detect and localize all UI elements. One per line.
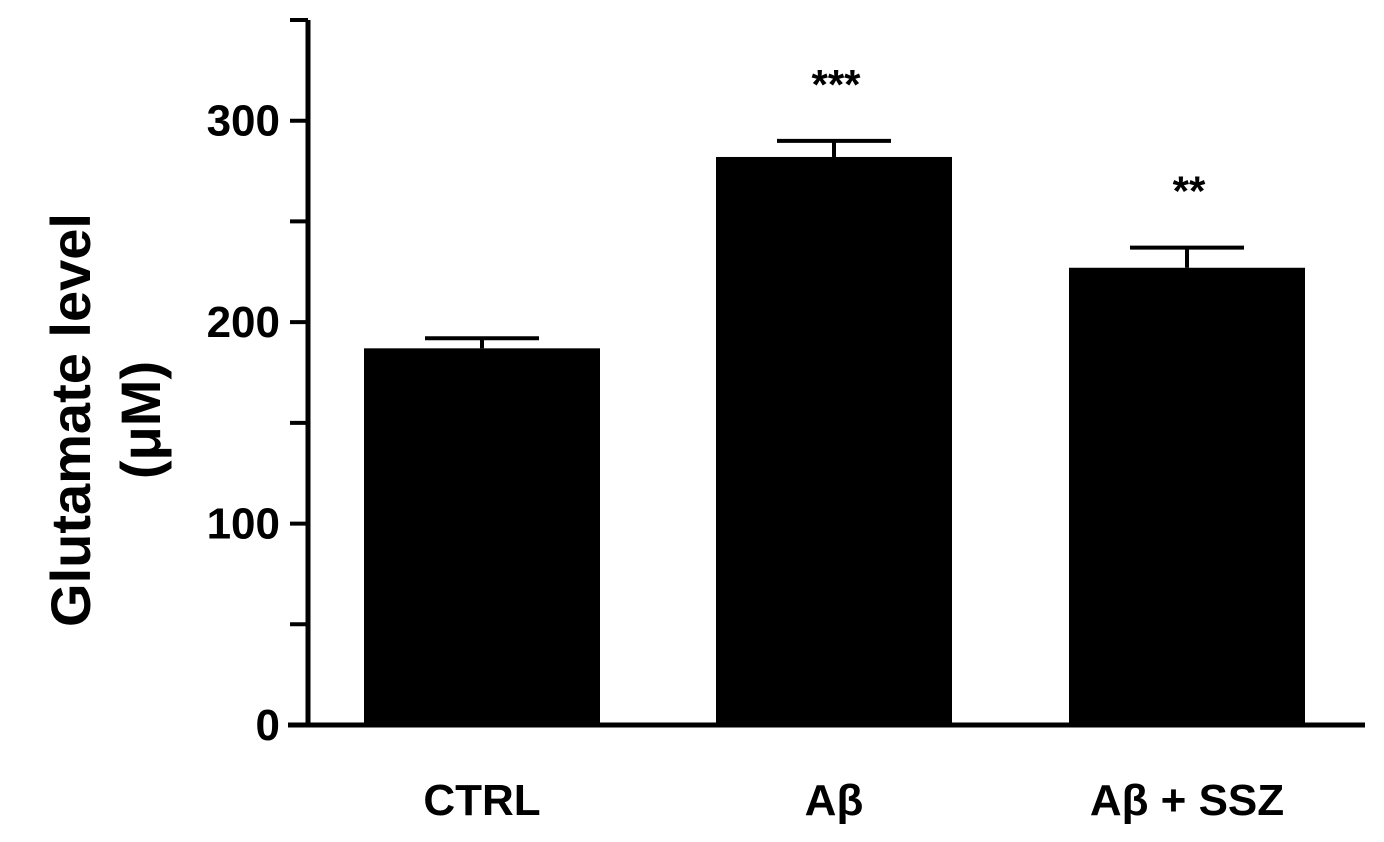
significance-group: *****	[811, 61, 1206, 215]
significance-label-2: **	[1173, 168, 1206, 215]
significance-label-1: ***	[811, 61, 861, 108]
y-tick-label-0: 0	[256, 701, 280, 750]
x-tick-label-1: Aβ	[805, 776, 864, 825]
x-tick-labels: CTRL Aβ Aβ + SSZ	[423, 776, 1284, 825]
y-axis: 0 100 200 300	[207, 18, 311, 750]
x-tick-label-2: Aβ + SSZ	[1090, 776, 1284, 825]
y-axis-title: Glutamate level (μM)	[39, 213, 172, 627]
y-tick-label-4: 200	[207, 298, 280, 347]
error-bars-group	[425, 138, 1244, 349]
bars-group	[364, 156, 1305, 725]
x-tick-label-0: CTRL	[423, 776, 540, 825]
bar-2	[1069, 267, 1305, 725]
y-tick-label-2: 100	[207, 500, 280, 549]
bar-1	[716, 156, 952, 725]
y-tick-label-6: 300	[207, 97, 280, 146]
y-axis-title-line2: (μM)	[109, 361, 172, 479]
y-axis-title-line1: Glutamate level	[39, 213, 102, 627]
bar-0	[364, 348, 600, 725]
